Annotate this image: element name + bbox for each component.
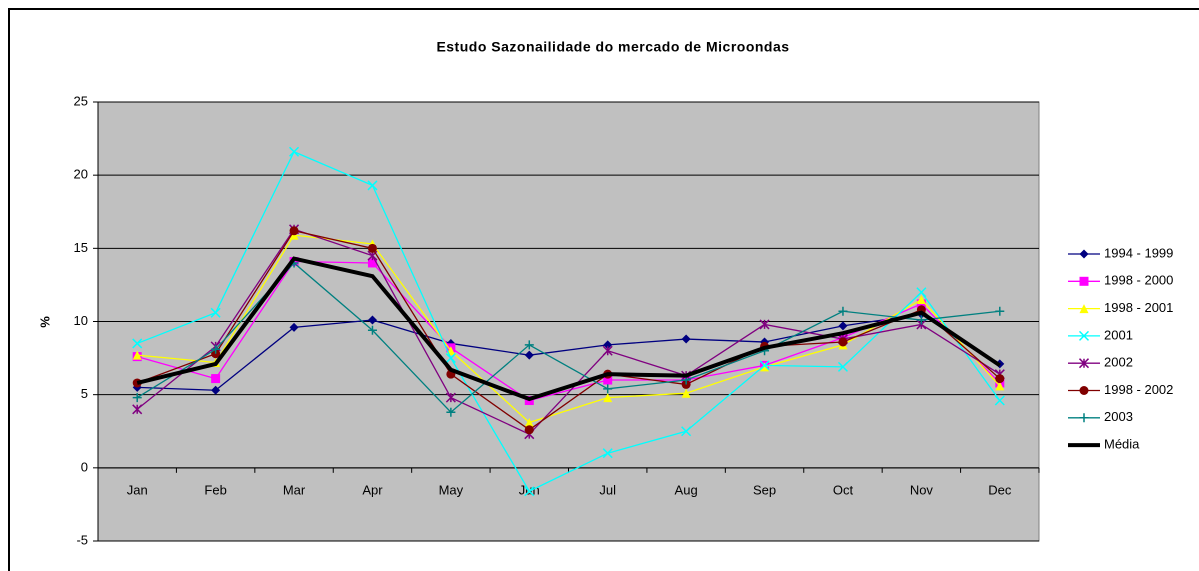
data-point [132,350,142,360]
x-tick-label: Aug [675,482,698,497]
series-line [136,230,1001,431]
x-tick-label: Dec [988,482,1012,497]
data-point [837,361,848,372]
legend-marker [1079,386,1089,395]
data-point [289,146,300,157]
data-point [760,362,770,372]
data-point [132,338,143,349]
data-point [367,258,377,268]
data-point [367,243,377,253]
data-point [602,345,613,356]
series-line [137,234,1001,424]
legend-marker [1079,413,1089,423]
data-point [995,374,1005,384]
data-point [367,315,377,325]
data-point [838,321,848,331]
data-point [132,404,143,415]
x-tick-label: Mar [283,482,306,497]
data-point [681,334,691,344]
y-tick-label: -5 [76,532,88,547]
y-tick-label: 5 [81,386,88,401]
data-point [524,340,534,350]
data-point [289,322,299,332]
legend-marker [1079,249,1089,259]
x-tick-label: Jan [127,482,148,497]
legend-label: 1998 - 2000 [1104,273,1173,288]
data-point [367,180,378,191]
data-point [916,315,926,325]
x-tick-label: May [439,482,464,497]
series-line [137,260,1001,402]
legend-label: 1994 - 1999 [1104,245,1173,260]
data-point [445,392,456,403]
series-line [137,313,1001,391]
legend-marker [1079,304,1089,314]
data-point [602,448,613,459]
data-point [838,337,848,347]
data-point [681,388,691,398]
data-point [994,395,1005,406]
data-point [603,384,613,394]
y-tick-label: 15 [74,240,88,255]
data-point [446,407,456,417]
data-point [916,295,926,305]
data-point [289,226,299,236]
y-tick-label: 10 [74,313,88,328]
data-point [759,360,770,371]
data-point [759,319,770,330]
legend-label: 2003 [1104,409,1133,424]
y-axis-label: % [37,316,52,328]
data-point [211,374,221,384]
x-tick-label: Sep [753,482,776,497]
legend-marker [1078,358,1090,369]
series-line [136,256,1001,402]
legend-marker [1079,276,1089,286]
data-point [210,307,221,318]
data-point [211,385,221,395]
data-point [995,381,1005,391]
data-point [524,350,534,360]
data-point [524,417,534,427]
legend-label: 1998 - 2002 [1104,382,1173,397]
chart-title: Estudo Sazonailidade do mercado de Micro… [436,39,789,55]
legend-label: 2001 [1104,327,1133,342]
legend-label: 1998 - 2001 [1104,300,1173,315]
data-point [681,426,692,437]
data-point [603,375,613,385]
legend-label: Média [1104,437,1140,452]
data-point [838,306,848,316]
x-tick-label: Apr [362,482,383,497]
data-point [524,486,535,497]
y-tick-label: 25 [74,93,88,108]
y-tick-label: 20 [74,167,88,182]
data-point [211,344,221,354]
data-point [445,353,456,364]
data-point [603,340,613,350]
data-point [132,393,142,403]
legend-label: 2002 [1104,355,1133,370]
x-tick-label: Jun [519,482,540,497]
y-tick-label: 0 [81,459,88,474]
data-point [524,425,534,435]
series-line [136,150,1001,493]
data-point [367,325,377,335]
x-tick-label: Jul [599,482,616,497]
legend-marker [1078,330,1090,341]
data-point [603,393,613,403]
x-tick-label: Feb [204,482,226,497]
x-tick-label: Oct [833,482,854,497]
x-tick-label: Nov [910,482,934,497]
data-point [995,306,1005,316]
data-point [916,287,927,298]
